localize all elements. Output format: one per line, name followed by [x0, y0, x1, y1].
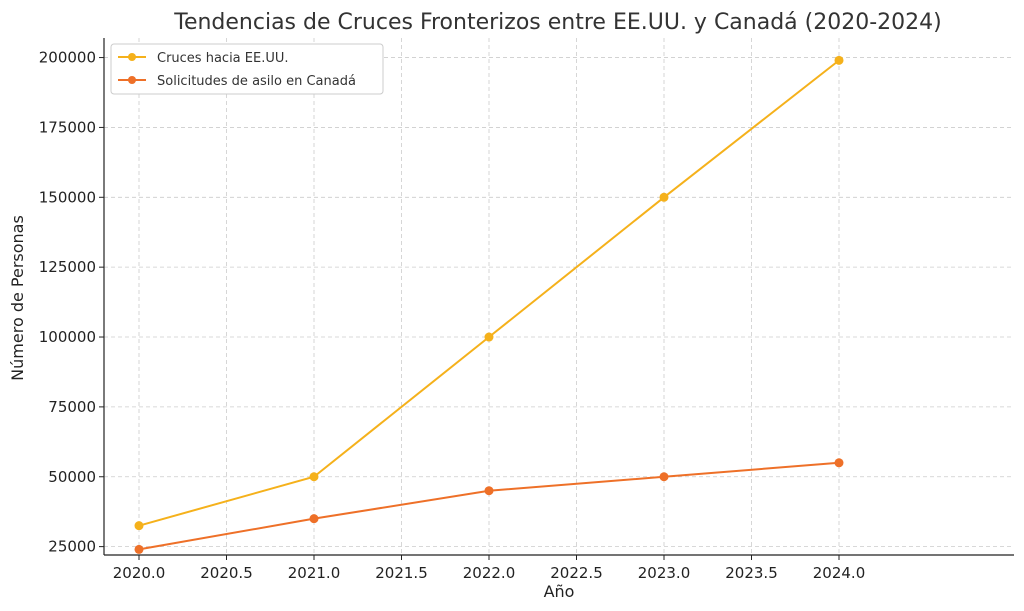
legend-label-cruces: Cruces hacia EE.UU.	[157, 51, 289, 66]
y-tick-label: 25000	[48, 538, 96, 556]
y-tick-label: 200000	[39, 49, 96, 67]
data-point	[834, 458, 844, 468]
x-tick-label: 2021.5	[375, 564, 428, 582]
legend-entry-cruces: Cruces hacia EE.UU.	[118, 51, 289, 66]
y-axis-ticks: 25000 50000 75000 100000 125000 150000 175000 2…	[39, 49, 104, 556]
series-1	[134, 458, 844, 554]
y-tick-label: 50000	[48, 468, 96, 486]
series-0	[134, 55, 844, 531]
legend-label-asilo: Solicitudes de asilo en Canadá	[157, 74, 356, 89]
data-point	[134, 521, 144, 531]
x-axis-label: Año	[544, 582, 575, 601]
x-tick-label: 2020.0	[113, 564, 166, 582]
legend-marker-cruces	[128, 53, 136, 61]
legend-box	[110, 43, 384, 95]
chart-title: Tendencias de Cruces Fronterizos entre E…	[173, 10, 941, 35]
x-tick-label: 2023.0	[638, 564, 691, 582]
series-layer	[134, 55, 844, 554]
y-tick-label: 150000	[39, 188, 96, 206]
y-tick-label: 125000	[39, 258, 96, 276]
data-point	[309, 472, 319, 482]
data-point	[484, 486, 494, 496]
data-point	[134, 544, 144, 554]
legend: Cruces hacia EE.UU. Solicitudes de asilo…	[110, 43, 384, 95]
x-tick-label: 2022.0	[463, 564, 516, 582]
data-point	[484, 332, 494, 342]
x-tick-label: 2024.0	[813, 564, 866, 582]
legend-marker-asilo	[128, 76, 136, 84]
data-point	[309, 514, 319, 524]
grid-lines	[104, 38, 1014, 555]
data-point	[659, 192, 669, 202]
y-axis-label: Número de Personas	[8, 215, 27, 381]
x-tick-label: 2021.0	[288, 564, 341, 582]
x-tick-label: 2023.5	[725, 564, 778, 582]
legend-entry-asilo: Solicitudes de asilo en Canadá	[118, 74, 356, 89]
y-tick-label: 75000	[48, 398, 96, 416]
axes	[103, 38, 1014, 556]
x-tick-label: 2022.5	[550, 564, 603, 582]
x-axis-ticks: 2020.0 2020.5 2021.0 2021.5 2022.0 2022.5 2023…	[113, 555, 866, 582]
data-point	[834, 55, 844, 65]
data-point	[659, 472, 669, 482]
y-tick-label: 175000	[39, 118, 96, 136]
y-tick-label: 100000	[39, 328, 96, 346]
x-tick-label: 2020.5	[200, 564, 253, 582]
